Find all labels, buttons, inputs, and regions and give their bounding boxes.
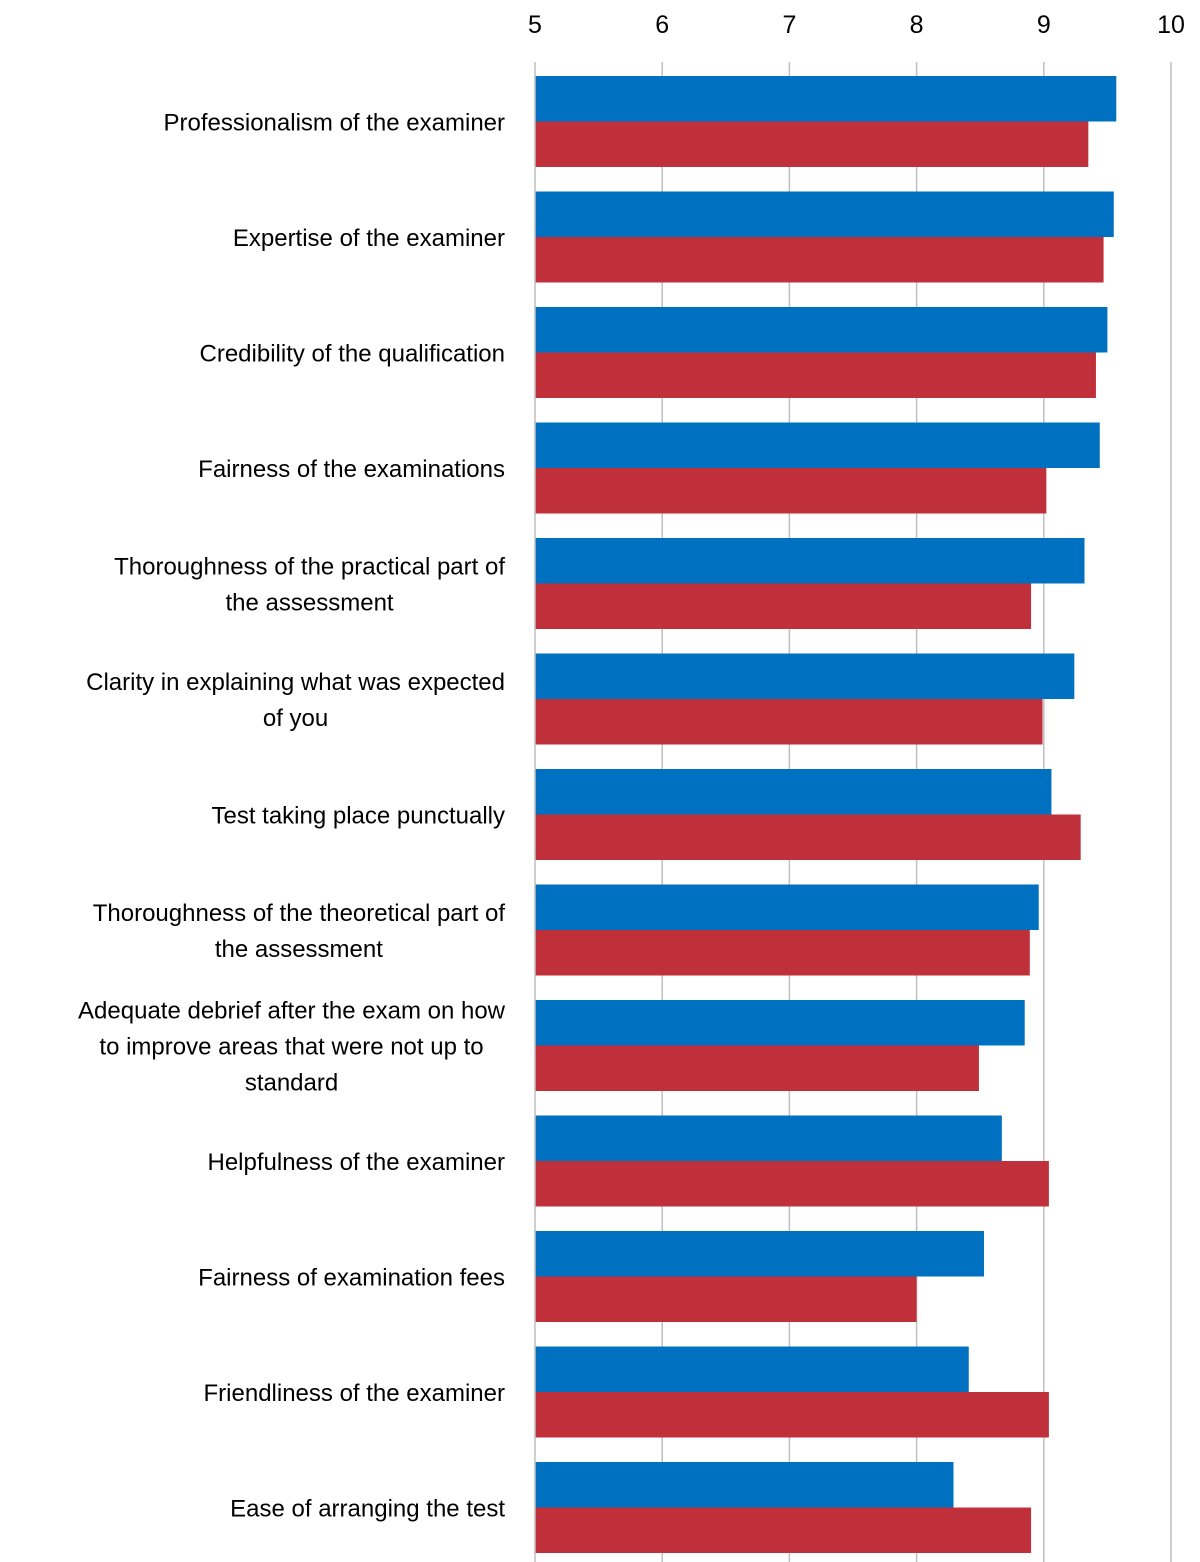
bar-series2-cat5 bbox=[535, 583, 1032, 629]
bar-series2-cat8 bbox=[535, 930, 1030, 976]
tick-label-10: 10 bbox=[1157, 11, 1185, 39]
bar-series2-cat1 bbox=[535, 121, 1089, 167]
bar-series1-cat2 bbox=[535, 191, 1114, 237]
tick-label-7: 7 bbox=[782, 11, 796, 39]
bar-series1-cat5 bbox=[535, 538, 1085, 584]
bar-series1-cat9 bbox=[535, 1000, 1025, 1046]
tick-label-8: 8 bbox=[910, 11, 924, 39]
category-label-13: Ease of arranging the test bbox=[230, 1496, 505, 1523]
bar-series2-cat3 bbox=[535, 352, 1096, 398]
category-label-6: Clarity in explaining what was expected o… bbox=[86, 669, 505, 732]
category-label-8: Thoroughness of the theoretical part of t… bbox=[93, 900, 506, 963]
category-label-9: Adequate debrief after the exam on how to… bbox=[78, 998, 506, 1097]
category-label-4: Fairness of the examinations bbox=[198, 456, 505, 483]
bar-series2-cat7 bbox=[535, 814, 1081, 860]
category-label-7: Test taking place punctually bbox=[211, 803, 505, 830]
category-label-1: Professionalism of the examiner bbox=[164, 110, 505, 137]
bar-series1-cat10 bbox=[535, 1115, 1002, 1161]
bar-series1-cat1 bbox=[535, 76, 1117, 122]
bar-series2-cat9 bbox=[535, 1045, 979, 1091]
tick-label-9: 9 bbox=[1037, 11, 1051, 39]
bar-series1-cat12 bbox=[535, 1346, 969, 1392]
category-label-5: Thoroughness of the practical part of the… bbox=[114, 554, 505, 617]
bar-series1-cat3 bbox=[535, 307, 1108, 353]
bar-series1-cat13 bbox=[535, 1462, 954, 1508]
bar-series1-cat6 bbox=[535, 653, 1075, 699]
bar-series2-cat13 bbox=[535, 1507, 1032, 1553]
category-label-10: Helpfulness of the examiner bbox=[208, 1149, 506, 1176]
category-labels: Professionalism of the examiner Expertise… bbox=[78, 110, 506, 1523]
bar-series2-cat2 bbox=[535, 237, 1104, 283]
bar-series1-cat7 bbox=[535, 769, 1052, 815]
category-label-2: Expertise of the examiner bbox=[233, 225, 505, 252]
tick-label-6: 6 bbox=[655, 11, 669, 39]
bar-series1-cat8 bbox=[535, 884, 1039, 930]
bar-series2-cat6 bbox=[535, 699, 1043, 745]
category-label-3: Credibility of the qualification bbox=[200, 341, 506, 368]
value-axis-tick-labels: 5 6 7 8 9 10 bbox=[528, 11, 1185, 39]
bar-series2-cat12 bbox=[535, 1392, 1049, 1438]
bars bbox=[535, 76, 1117, 1553]
category-label-11: Fairness of examination fees bbox=[198, 1265, 505, 1292]
bar-series1-cat4 bbox=[535, 422, 1100, 468]
tick-label-5: 5 bbox=[528, 11, 542, 39]
bar-series2-cat4 bbox=[535, 468, 1047, 514]
bar-series2-cat11 bbox=[535, 1276, 917, 1322]
bar-series1-cat11 bbox=[535, 1231, 985, 1277]
bar-series2-cat10 bbox=[535, 1161, 1049, 1207]
category-label-12: Friendliness of the examiner bbox=[204, 1380, 505, 1407]
